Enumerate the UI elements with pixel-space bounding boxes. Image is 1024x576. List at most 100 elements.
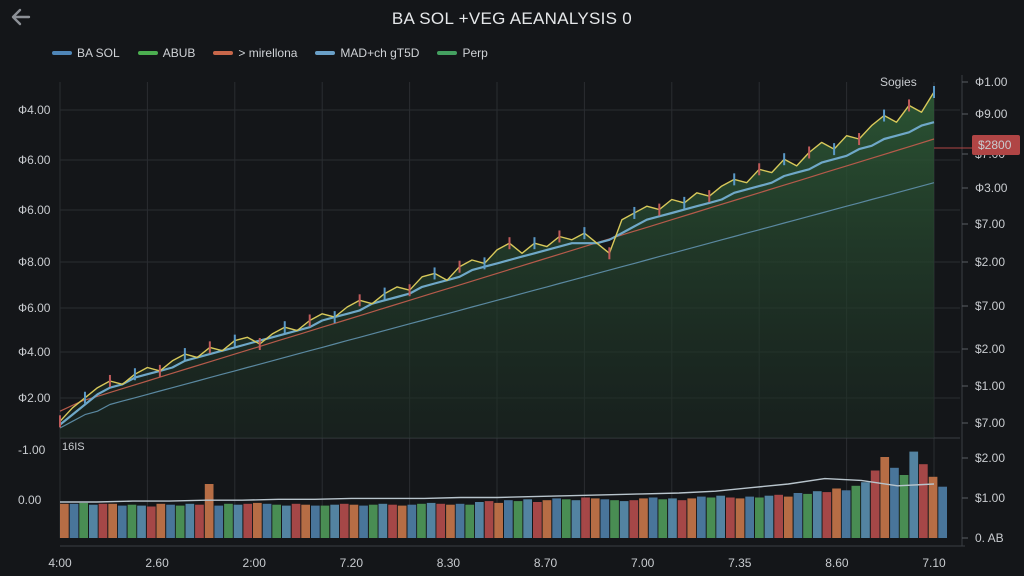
volume-bar: [484, 501, 494, 538]
volume-bar: [783, 496, 793, 538]
volume-bar: [677, 500, 687, 538]
volume-bar: [397, 505, 407, 538]
series-line-price: [59, 91, 935, 422]
volume-bar: [69, 503, 79, 538]
volume-bar: [909, 451, 919, 538]
volume-bar: [706, 497, 716, 538]
left-tick-label: Ф2.00: [18, 391, 51, 405]
right-tick-label: $2.00: [975, 255, 1005, 269]
volume-line: [60, 477, 935, 503]
legend-item[interactable]: BA SOL: [52, 44, 120, 62]
volume-bar: [156, 503, 166, 538]
volume-bar: [127, 504, 137, 538]
legend-label: > mirellona: [238, 46, 298, 60]
chart-title: BA SOL +VEG AEANALYSIS 0: [391, 9, 633, 28]
right-tick-label: $7.00: [975, 299, 1005, 313]
volume-bar: [571, 500, 581, 538]
volume-right-tick-label: $2.00: [975, 451, 1005, 465]
left-tick-label: Ф6.00: [18, 301, 51, 315]
arrow-left-icon[interactable]: [8, 4, 34, 30]
volume-bar: [533, 502, 542, 538]
right-tick-label: Ф3.00: [975, 181, 1008, 195]
x-tick-label: 7.35: [728, 556, 752, 570]
volume-bar: [426, 502, 436, 538]
volume-bar: [465, 504, 475, 538]
left-tick-label: Ф6.00: [18, 203, 51, 217]
volume-bar: [658, 499, 668, 538]
legend-swatch: [213, 51, 234, 55]
x-tick-label: 2.60: [145, 556, 169, 570]
volume-bar: [446, 504, 455, 538]
series-line-trend: [59, 182, 935, 429]
volume-bar: [407, 504, 417, 538]
volume-bar: [233, 504, 243, 538]
legend-label: ABUB: [162, 46, 196, 60]
volume-bar: [880, 457, 890, 538]
legend-swatch: [437, 51, 458, 55]
legend-item[interactable]: > mirellona: [213, 44, 297, 62]
legend-item[interactable]: MAD+ch gT5D: [315, 44, 419, 62]
current-price-badge: [972, 135, 1020, 155]
legend-label: BA SOL: [77, 46, 120, 60]
current-price-label: $2800: [978, 138, 1012, 152]
volume-bar: [590, 498, 600, 538]
volume-bar: [726, 497, 735, 538]
volume-bar: [629, 500, 639, 538]
volume-bar: [928, 476, 938, 538]
volume-bar: [359, 505, 368, 538]
volume-bar: [841, 490, 851, 538]
volume-bar: [822, 492, 832, 538]
volume-bar: [117, 505, 127, 538]
volume-bar: [204, 484, 214, 538]
x-tick-label: 7.00: [631, 556, 655, 570]
volume-bar: [455, 503, 465, 538]
left-tick-label: Ф4.00: [18, 103, 51, 117]
volume-bar: [253, 502, 262, 538]
volume-bar: [861, 482, 870, 538]
left-tick-label: Ф8.00: [18, 255, 51, 269]
volume-bar: [224, 503, 233, 538]
x-tick-label: 8.30: [437, 556, 461, 570]
volume-bar: [919, 464, 928, 538]
volume-bar: [320, 505, 330, 538]
x-tick-label: 4:00: [48, 556, 72, 570]
x-tick-label: 8.70: [534, 556, 558, 570]
series-line-ma-long: [59, 138, 935, 412]
volume-bar: [146, 506, 156, 538]
volume-bar: [610, 500, 619, 538]
volume-bar: [581, 497, 590, 538]
left-tick-label: Ф6.00: [18, 153, 51, 167]
volume-bar: [272, 504, 281, 538]
legend-label: Perp: [462, 46, 488, 60]
legend-swatch: [52, 51, 72, 55]
legend-item[interactable]: Perp: [437, 44, 488, 62]
volume-bar: [600, 499, 610, 538]
volume-bar: [890, 467, 899, 538]
volume-bar: [523, 499, 532, 538]
volume-bar: [513, 501, 523, 538]
volume-bar: [291, 503, 301, 538]
right-tick-label: $7.00: [975, 416, 1005, 430]
volume-bar: [330, 504, 339, 538]
volume-bar: [716, 495, 725, 538]
x-tick-label: 7.20: [340, 556, 364, 570]
legend-item[interactable]: ABUB: [137, 44, 196, 62]
volume-left-tick-label: 0.00: [18, 493, 42, 507]
volume-bar: [774, 494, 783, 538]
volume-bar: [803, 493, 812, 538]
volume-bar: [166, 504, 175, 538]
volume-bar: [552, 498, 561, 538]
volume-bar: [542, 500, 552, 538]
x-tick-label: 2:00: [243, 556, 267, 570]
volume-bar: [311, 505, 320, 538]
volume-bar: [79, 502, 88, 538]
volume-bar: [137, 505, 146, 538]
volume-bar: [832, 488, 841, 538]
volume-annotation: 16IS: [62, 441, 85, 453]
volume-bar: [619, 501, 629, 538]
volume-bar: [417, 503, 426, 538]
top-bar: BA SOL +VEG AEANALYSIS 0: [0, 0, 1024, 40]
volume-bar: [687, 498, 697, 538]
volume-bar: [648, 497, 658, 538]
